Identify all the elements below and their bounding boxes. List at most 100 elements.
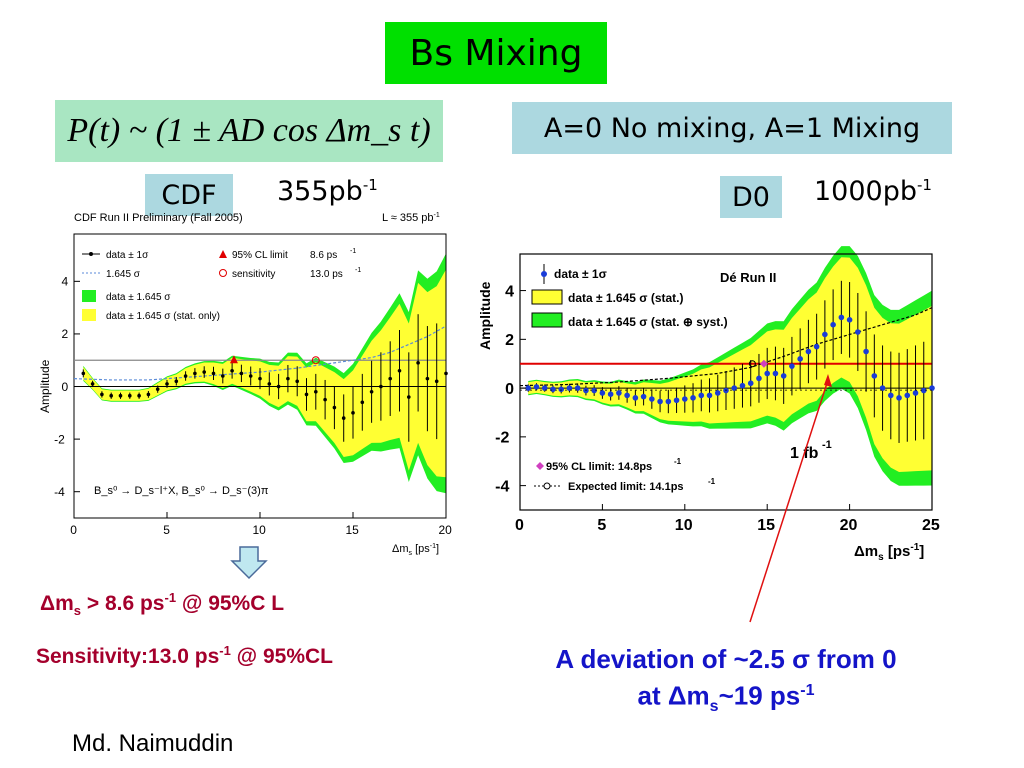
d0-lumi: 1000pb-1 — [814, 176, 932, 207]
data-point — [541, 385, 548, 391]
y-tick-label: 4 — [62, 275, 69, 289]
dev2-sup: -1 — [800, 682, 815, 699]
d0-label: D0 — [720, 176, 782, 218]
data-point — [599, 390, 606, 396]
expected-curve — [519, 307, 933, 387]
cdf-xlabel-main: Δm — [392, 543, 409, 555]
legend-label-green: data ± 1.645 σ — [106, 292, 171, 303]
data-point — [146, 392, 151, 397]
cdf-ylabel: Amplitude — [38, 359, 52, 413]
arrow-head — [824, 374, 832, 387]
data-point — [649, 396, 655, 402]
legend-label-data: data ± 1σ — [554, 267, 607, 281]
deviation-arrow — [749, 374, 832, 623]
legend-value-sens: 13.0 ps — [310, 269, 343, 280]
legend-label-sens: sensitivity — [232, 269, 275, 280]
legend-yellow-box — [531, 289, 563, 305]
legend-label-expected-sup: -1 — [708, 477, 716, 486]
data-point — [574, 385, 581, 391]
data-point — [682, 396, 688, 402]
data-point — [533, 384, 540, 390]
dev2-sub: s — [709, 697, 719, 715]
cdf-chart-lumi-value: L ≈ 355 pb — [382, 212, 434, 224]
data-point — [879, 385, 886, 391]
data-point — [109, 393, 113, 398]
cl-limit-marker — [759, 359, 768, 368]
data-point — [673, 397, 680, 404]
d0-lumi-value: 1000pb — [814, 176, 917, 207]
legend-green-box — [82, 290, 96, 302]
data-point — [267, 382, 272, 386]
data-point — [118, 393, 123, 398]
down-arrow-icon — [230, 546, 268, 580]
x-tick-label: 25 — [922, 517, 940, 534]
data-point — [747, 380, 754, 387]
data-point — [797, 356, 803, 362]
data-point — [202, 370, 206, 374]
data-point — [434, 379, 439, 384]
data-point — [525, 385, 532, 391]
legend-label-cl: 95% CL limit — [232, 250, 288, 261]
d0-ylabel: Amplitude — [477, 281, 493, 350]
data-point — [258, 376, 262, 381]
amplitude-formula: P(t) ~ (1 ± AD cos Δm_s t) — [55, 100, 443, 162]
data-point — [780, 373, 787, 379]
data-point — [323, 397, 327, 402]
author-name: Md. Naimuddin — [72, 730, 234, 757]
cdf-xlabel: Δms [ps-1] — [392, 543, 439, 556]
data-point — [100, 392, 104, 397]
y-tick-label: -2 — [54, 432, 65, 446]
data-point — [731, 385, 738, 391]
data-point — [764, 370, 770, 377]
limit-sub: s — [73, 603, 82, 619]
data-point — [830, 321, 836, 328]
data-point — [407, 395, 411, 399]
x-tick-label: 10 — [675, 517, 693, 534]
y-tick-label: 0 — [62, 380, 69, 394]
x-tick-label: 0 — [515, 517, 524, 534]
mixing-note: A=0 No mixing, A=1 Mixing — [512, 102, 952, 154]
data-point — [904, 392, 911, 399]
cdf-xlabel-close: ] — [436, 543, 439, 555]
data-point — [444, 371, 448, 376]
slide-title: Bs Mixing — [385, 22, 607, 84]
x-tick-label: 15 — [346, 523, 360, 537]
x-tick-label: 0 — [70, 523, 77, 537]
legend-yellow-box — [82, 309, 96, 321]
cl-limit-marker — [229, 355, 238, 364]
d0-xlabel: Δms [ps-1] — [854, 542, 924, 563]
data-point — [739, 382, 746, 389]
data-point — [863, 348, 869, 355]
limit-sup: -1 — [164, 590, 177, 605]
data-point — [341, 416, 346, 420]
limit-mid: > 8.6 ps — [81, 592, 165, 615]
data-point — [286, 376, 290, 381]
legend-circle — [543, 482, 551, 490]
y-tick-label: 0 — [505, 381, 514, 398]
d0-deviation-text: A deviation of ~2.5 σ from 0 at Δms~19 p… — [488, 643, 964, 723]
data-point — [871, 373, 878, 379]
legend-label-green: data ± 1.645 σ (stat. ⊕ syst.) — [568, 315, 728, 329]
data-point — [211, 371, 216, 376]
legend-label-1645: 1.645 σ — [106, 269, 141, 280]
cdf-plot-area: 0 5 10 15 20 -4 -2 0 2 4 data ± 1σ 95% CL limit 8.6 … — [54, 233, 453, 537]
data-point — [558, 386, 564, 393]
legend-green-box — [531, 312, 563, 328]
deviation-line-1: A deviation of ~2.5 σ from 0 — [555, 644, 897, 674]
data-point — [248, 374, 253, 378]
data-point — [314, 389, 318, 394]
legend-label-yellow: data ± 1.645 σ (stat. only) — [106, 311, 220, 322]
formula-text: P(t) ~ (1 ± AD cos Δm_s t) — [67, 112, 431, 149]
data-point — [723, 387, 729, 394]
data-point — [632, 395, 639, 401]
cdf-lumi-exp: -1 — [362, 176, 378, 194]
d0-amplitude-chart: 0 5 10 15 20 25 -4 -2 0 2 4 Dé Run II data ± 1σ data … — [477, 246, 940, 563]
dev2-pre: at Δm — [637, 680, 710, 711]
data-point — [756, 375, 762, 382]
cdf-limit-text: Δms > 8.6 ps-1 @ 95%C L — [40, 590, 284, 618]
x-tick-label: 20 — [439, 523, 453, 537]
data-point — [425, 376, 430, 381]
d0-xlabel-main: Δm — [854, 543, 878, 560]
legend-label-data: data ± 1σ — [106, 250, 149, 261]
data-point — [295, 379, 300, 384]
